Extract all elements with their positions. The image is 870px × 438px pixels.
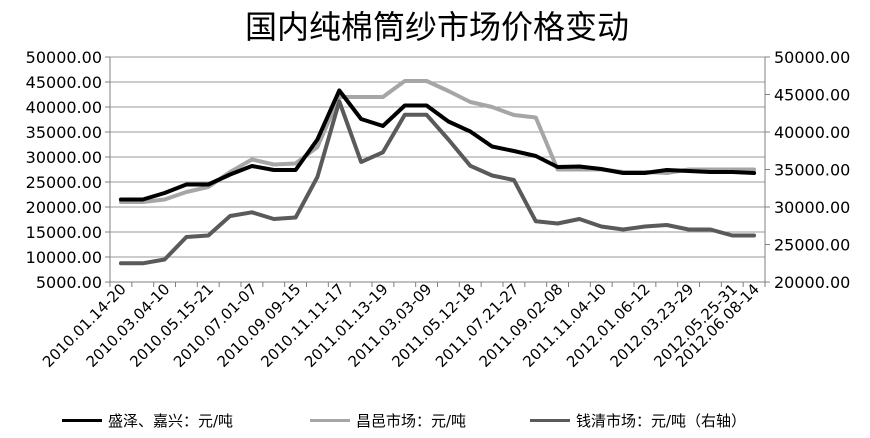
right-y-axis: 20000.00 25000.00 30000.00 35000.00 40000.00… [765,48,850,292]
left-tick-label: 25000.00 [26,173,102,192]
x-axis: 2010.01.14-202010.03.04-102010.05.15-212… [39,280,766,371]
right-tick-label: 30000.00 [774,198,850,217]
legend-label-shengze: 盛泽、嘉兴：元/吨 [108,412,234,430]
right-tick-label: 50000.00 [774,48,850,67]
legend-swatch-qianqing [530,419,570,422]
legend-item-shengze: 盛泽、嘉兴：元/吨 [62,410,233,431]
series-line-changyi [118,79,757,204]
legend: 盛泽、嘉兴：元/吨 昌邑市场：元/吨 钱清市场：元/吨（右轴） [62,410,862,434]
left-tick-label: 50000.00 [26,48,102,67]
series-line-shengze [118,88,757,202]
legend-swatch-shengze [62,419,102,422]
left-y-axis: 5000.00 10000.00 15000.00 20000.00 25000.00 3… [26,48,110,292]
legend-label-qianqing: 钱清市场：元/吨（右轴） [576,412,747,430]
right-tick-label: 35000.00 [774,161,850,180]
right-tick-label: 20000.00 [774,273,850,292]
left-tick-label: 20000.00 [26,198,102,217]
right-tick-label: 25000.00 [774,236,850,255]
left-tick-label: 35000.00 [26,123,102,142]
legend-label-changyi: 昌邑市场：元/吨 [356,412,467,430]
legend-item-changyi: 昌邑市场：元/吨 [310,410,466,431]
left-tick-label: 45000.00 [26,73,102,92]
right-tick-label: 45000.00 [774,86,850,105]
left-tick-label: 15000.00 [26,223,102,242]
series-lines [118,79,757,266]
left-tick-label: 10000.00 [26,248,102,267]
left-tick-label: 30000.00 [26,148,102,167]
series-line-qianqing [118,99,757,266]
chart-title: 国内纯棉筒纱市场价格变动 [245,8,629,46]
legend-item-qianqing: 钱清市场：元/吨（右轴） [530,410,746,431]
left-tick-label: 40000.00 [26,98,102,117]
right-tick-label: 40000.00 [774,123,850,142]
left-tick-label: 5000.00 [36,273,102,292]
gridlines [110,56,765,283]
legend-swatch-changyi [310,419,350,422]
